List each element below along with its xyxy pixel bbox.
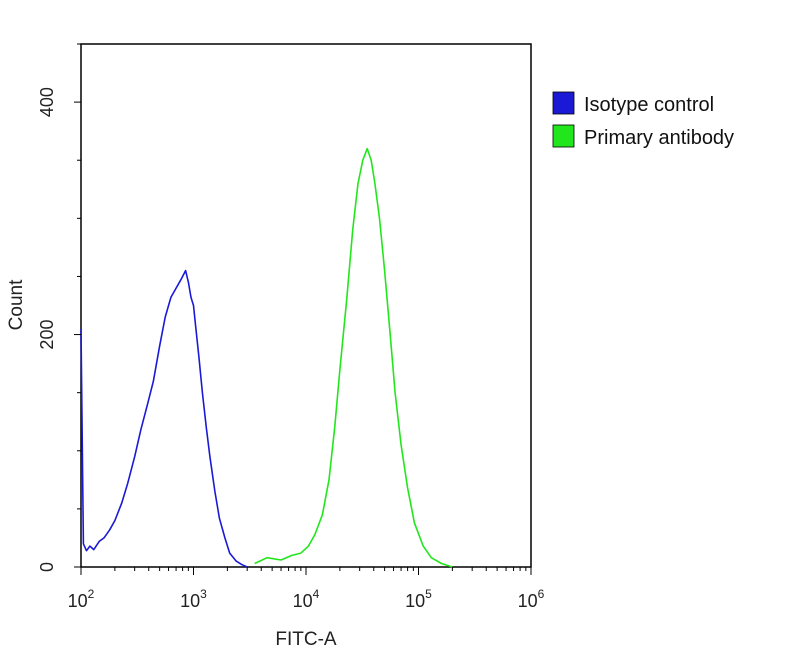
- y-tick-label: 400: [37, 87, 57, 117]
- y-tick-label: 0: [37, 562, 57, 572]
- x-tick-label: 106: [518, 587, 545, 611]
- plot-frame: [80, 43, 532, 568]
- legend-swatch-primary-antibody: [552, 124, 575, 148]
- series-layer: [80, 147, 453, 568]
- x-tick-label: 103: [180, 587, 207, 611]
- x-axis: 102 103 104 105 106: [68, 567, 545, 611]
- x-tick-label: 104: [293, 587, 320, 611]
- legend-swatch-isotype-control: [552, 91, 575, 115]
- x-tick-label: 102: [68, 587, 95, 611]
- legend: Isotype control Primary antibody: [552, 91, 734, 149]
- y-tick-label: 200: [37, 320, 57, 350]
- x-tick-label: 105: [405, 587, 432, 611]
- x-axis-label: FITC-A: [275, 629, 337, 650]
- legend-label-isotype-control: Isotype control: [584, 94, 714, 116]
- series-line-isotype-control: [80, 269, 248, 568]
- y-axis-label: Count: [6, 279, 27, 330]
- y-axis: 0 200 400: [37, 43, 81, 572]
- series-line-primary-antibody: [254, 147, 453, 568]
- legend-label-primary-antibody: Primary antibody: [584, 127, 734, 149]
